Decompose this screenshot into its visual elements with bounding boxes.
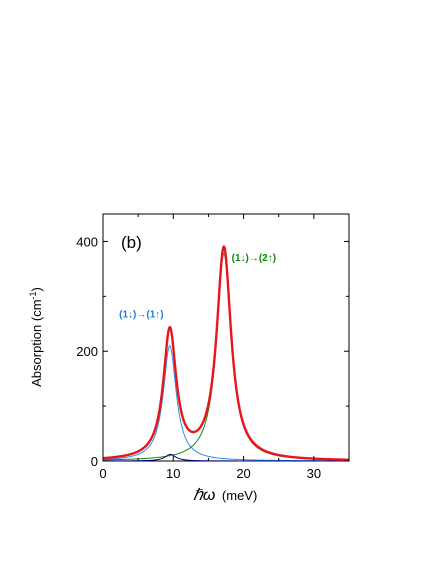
y-axis-sup: -1 (28, 291, 38, 299)
x-axis-title: ℏω (meV) (193, 487, 258, 504)
ticks-group: 0 10 20 30 0 200 400 (76, 214, 350, 481)
y-tick-label: 200 (76, 344, 98, 359)
series-line-minor (102, 453, 350, 462)
annotation-transition-2: (1↓)→(2↑) (232, 253, 276, 264)
panel-label: (b) (121, 233, 142, 252)
series-line-transition-1 (102, 345, 350, 462)
y-tick-label: 0 (91, 454, 98, 469)
y-tick-label: 400 (76, 234, 98, 249)
x-tick-label: 10 (166, 466, 180, 481)
y-axis-main: Absorption (cm (29, 299, 44, 386)
x-tick-label: 30 (307, 466, 321, 481)
y-axis-title: Absorption (cm-1) (28, 287, 44, 387)
x-axis-symbol: ℏω (193, 487, 216, 504)
x-tick-label: 20 (236, 466, 250, 481)
y-axis-close: ) (29, 287, 44, 291)
x-axis-unit: (meV) (222, 488, 257, 503)
series-line-total (102, 245, 350, 461)
x-tick-label: 0 (99, 466, 106, 481)
series-group (102, 245, 350, 462)
series-line-transition-2 (102, 253, 350, 461)
annotation-transition-1: (1↓)→(1↑) (119, 310, 163, 321)
